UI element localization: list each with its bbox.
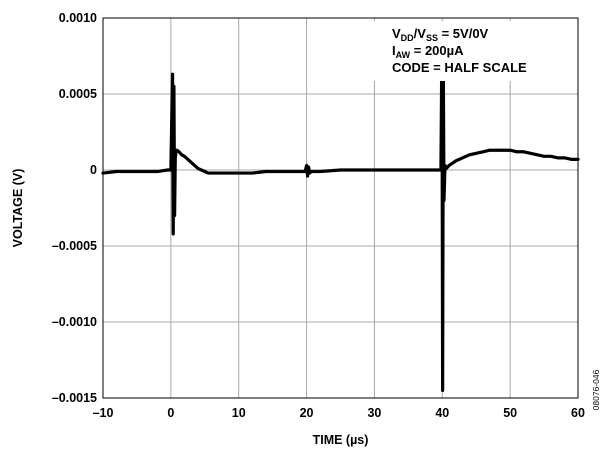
annotation-code: CODE = HALF SCALE — [392, 60, 527, 75]
x-tick-label: 20 — [300, 406, 314, 420]
series-line-0 — [101, 34, 580, 392]
y-axis-label: VOLTAGE (V) — [11, 169, 25, 248]
annotation-current: IAW = 200µA — [392, 43, 464, 60]
x-tick-label: 0 — [167, 406, 174, 420]
x-tick-label: 60 — [571, 406, 585, 420]
y-tick-labels: 0.0010 0.0005 0 –0.0005 –0.0010 –0.0015 — [52, 11, 97, 405]
x-tick-label: 40 — [435, 406, 449, 420]
y-tick-label: –0.0005 — [52, 239, 97, 253]
x-tick-label: 30 — [367, 406, 381, 420]
y-tick-label: –0.0010 — [52, 315, 97, 329]
x-tick-label: –10 — [93, 406, 114, 420]
y-tick-label: –0.0015 — [52, 391, 97, 405]
y-tick-label: 0.0005 — [59, 87, 97, 101]
plot-frame — [102, 17, 579, 399]
x-tick-label: 10 — [232, 406, 246, 420]
y-tick-label: 0.0010 — [59, 11, 97, 25]
x-tick-labels: –10 0 10 20 30 40 50 60 — [93, 406, 585, 420]
annotation-box — [343, 21, 575, 81]
x-tick-label: 50 — [503, 406, 517, 420]
figure-id: 08076-046 — [591, 369, 601, 410]
y-tick-label: 0 — [90, 163, 97, 177]
annotation-supply: VDD/VSS = 5V/0V — [392, 26, 489, 43]
series-layer — [101, 34, 580, 392]
x-axis-label: TIME (µs) — [313, 433, 369, 447]
